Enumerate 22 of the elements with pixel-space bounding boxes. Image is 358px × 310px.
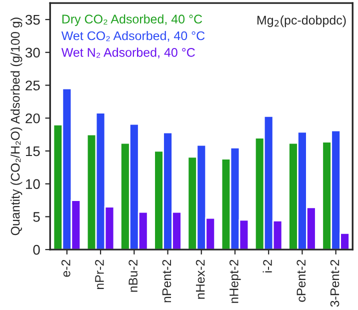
y-tick-label: 15 bbox=[26, 146, 40, 156]
x-tick-label: cPent-2 bbox=[296, 260, 306, 302]
annotation: Mg$_{2}$(pc-dobpdc) bbox=[257, 15, 346, 28]
y-tick-label: 35 bbox=[25, 14, 40, 25]
x-tick-label: i-2 bbox=[262, 260, 272, 272]
x-tick-label: 3-Pent-2 bbox=[330, 260, 340, 307]
y-tick-label: 5 bbox=[33, 212, 40, 222]
y-tick-label: 0 bbox=[33, 244, 40, 255]
text: Dry CO₂ Adsorbed, 40 °C bbox=[62, 14, 202, 26]
y-tick-label: 25 bbox=[26, 80, 40, 90]
y-axis-title: Quantity (CO₂/H₂O) Adsorbed (g/100 g) bbox=[10, 18, 22, 236]
x-tick-label: nPent-2 bbox=[162, 260, 172, 302]
x-tick-label: nBu-2 bbox=[128, 260, 138, 292]
y-tick-label: 30 bbox=[25, 48, 40, 58]
x-tick-label: nPr-2 bbox=[95, 260, 104, 290]
x-tick-label: e-2 bbox=[61, 260, 70, 277]
x-tick-label: nHex-2 bbox=[196, 260, 205, 299]
text: Wet N₂ Adsorbed, 40 °C bbox=[61, 48, 195, 58]
text: Wet CO₂ Adsorbed, 40 °C bbox=[61, 31, 205, 42]
y-tick-label: 20 bbox=[26, 113, 40, 124]
x-tick-label: nHept-2 bbox=[229, 260, 241, 303]
y-tick-label: 10 bbox=[26, 179, 40, 189]
